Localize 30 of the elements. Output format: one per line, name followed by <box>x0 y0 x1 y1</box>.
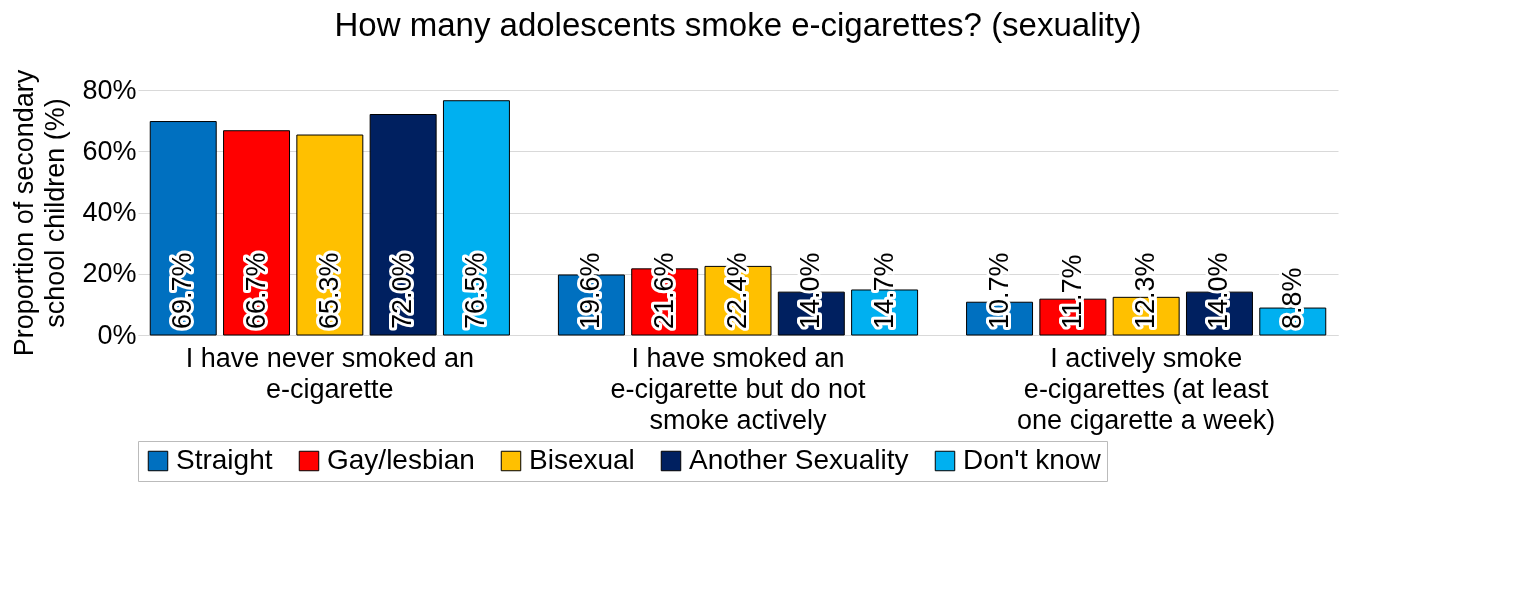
y-tick-label: 80% <box>82 74 137 105</box>
data-label: 76.5% <box>460 252 491 329</box>
data-label: 69.7% <box>167 252 198 329</box>
data-label: 10.7% <box>983 252 1014 329</box>
legend-label: Another Sexuality <box>689 444 909 475</box>
legend-label: Don't know <box>963 444 1102 475</box>
y-tick-label: 60% <box>82 135 137 166</box>
data-label: 72.0% <box>387 252 418 329</box>
data-label: 21.6% <box>648 252 679 329</box>
legend-label: Straight <box>176 444 273 475</box>
legend-label: Bisexual <box>529 444 635 475</box>
x-tick-label: I have smoked an e-cigarette but do not smoke actively <box>610 342 867 435</box>
data-label: 65.3% <box>313 252 344 329</box>
y-tick-label: 20% <box>82 258 137 289</box>
chart-title: How many adolescents smoke e-cigarettes? (sexuality) <box>334 6 1142 44</box>
y-tick-label: 0% <box>97 319 137 350</box>
data-label: 14.7% <box>868 252 899 329</box>
data-label: 66.7% <box>240 252 271 329</box>
x-tick-label: I actively smoke e-cigarettes (at least one cigarette a week) <box>1017 342 1276 435</box>
y-axis-title: Proportion of secondary school children (%) <box>9 69 71 357</box>
data-label: 14.0% <box>1203 252 1234 329</box>
x-tick-label: I have never smoked an e-cigarette <box>185 342 474 404</box>
data-label: 11.7% <box>1056 254 1087 329</box>
data-label: 22.4% <box>722 252 752 329</box>
data-label: 19.6% <box>575 252 606 329</box>
data-label: 8.8% <box>1276 267 1307 329</box>
data-label: 12.3% <box>1130 252 1161 329</box>
y-tick-label: 40% <box>82 197 137 227</box>
data-label: 14.0% <box>795 252 826 329</box>
legend-label: Gay/lesbian <box>327 444 475 475</box>
